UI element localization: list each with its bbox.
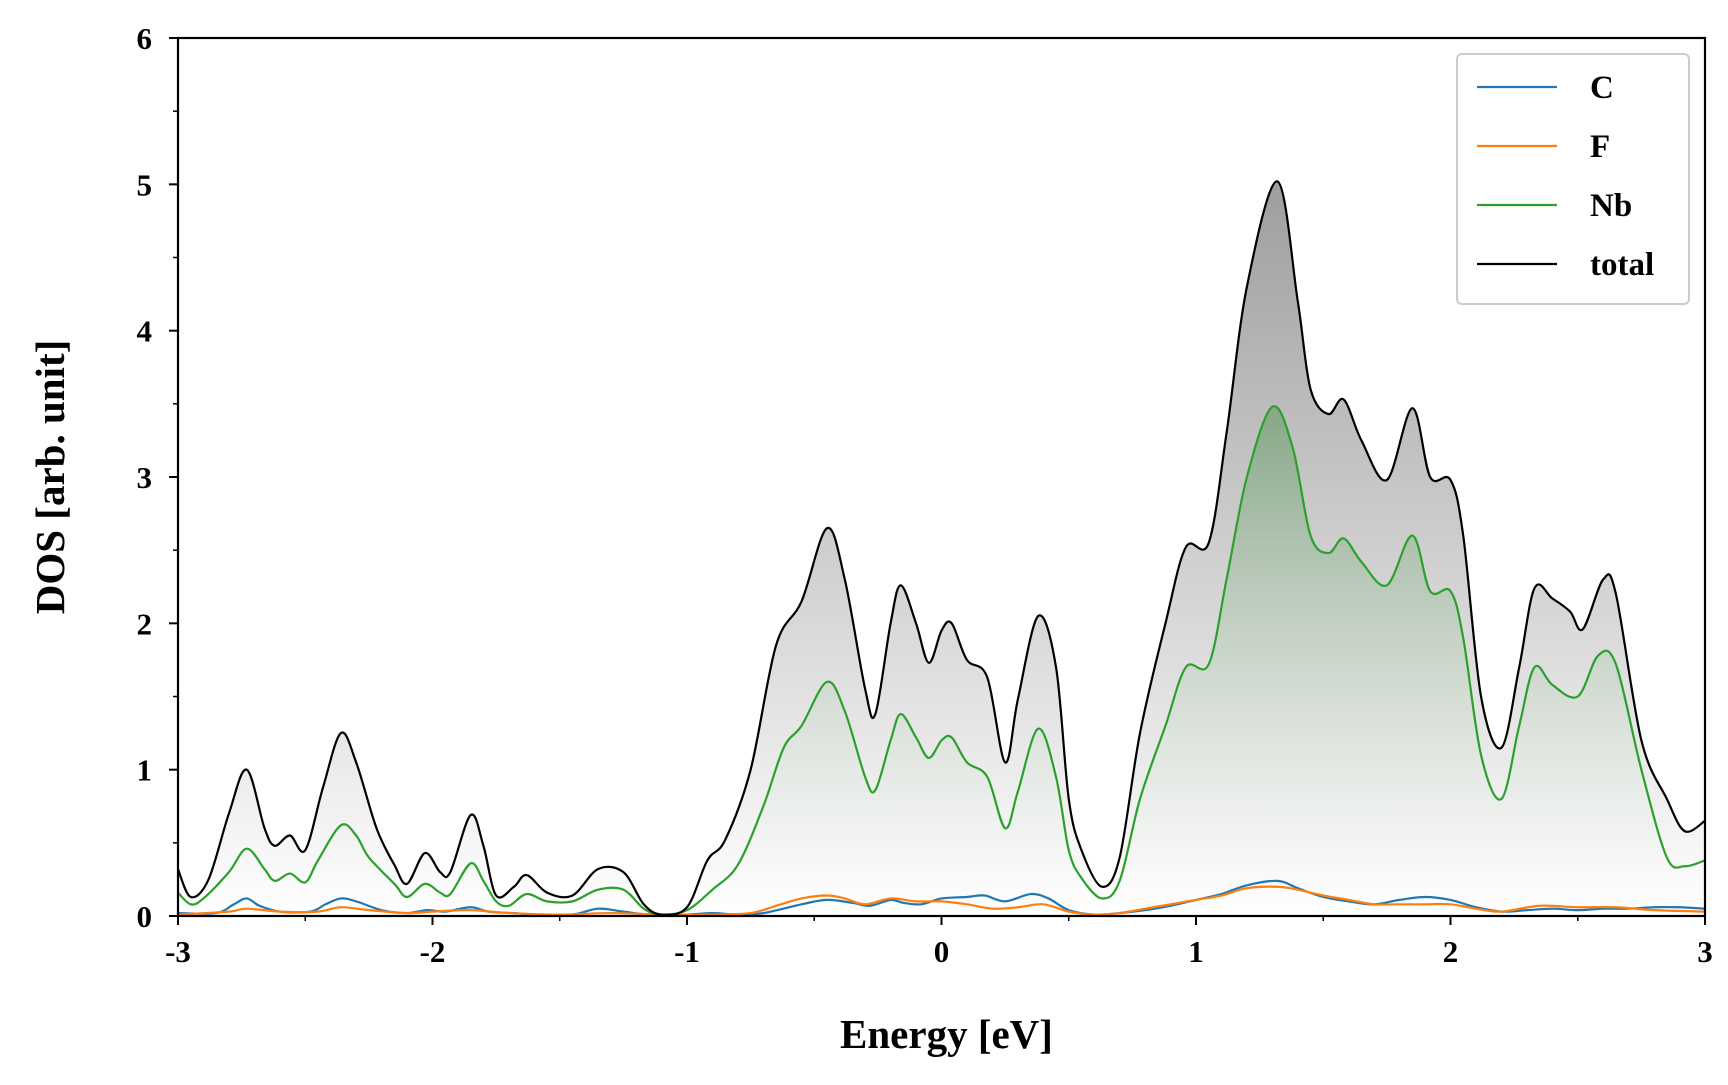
legend-label-c: C bbox=[1590, 70, 1614, 106]
y-tick-label: 4 bbox=[137, 314, 153, 349]
y-tick-label: 6 bbox=[137, 21, 153, 56]
series-line-nb bbox=[177, 405, 1706, 916]
x-tick-label: 1 bbox=[1188, 934, 1204, 969]
legend-label-nb: Nb bbox=[1590, 188, 1632, 224]
y-tick-label: 2 bbox=[137, 606, 153, 641]
legend-label-f: F bbox=[1590, 129, 1610, 165]
axes: -3 -2 -1 0 1 2 3 0 1 2 3 4 5 6 Energy [eV] DOS [arb. un… bbox=[27, 21, 1713, 1057]
y-tick-label: 5 bbox=[137, 167, 153, 202]
x-tick-label: -1 bbox=[674, 934, 700, 969]
legend-box bbox=[1456, 53, 1690, 305]
y-tick-label: 3 bbox=[137, 460, 153, 495]
plot-area bbox=[176, 180, 1706, 917]
series-line-total bbox=[176, 180, 1706, 916]
y-axis-title: DOS [arb. unit] bbox=[27, 340, 73, 615]
series-line-f bbox=[177, 885, 1706, 916]
area-fill-nb bbox=[178, 406, 1705, 916]
x-tick-label: 3 bbox=[1697, 934, 1713, 969]
x-tick-label: 2 bbox=[1443, 934, 1459, 969]
x-tick-label: 0 bbox=[934, 934, 950, 969]
y-tick-label: 1 bbox=[137, 753, 153, 788]
x-axis-title: Energy [eV] bbox=[840, 1011, 1053, 1057]
y-tick-label: 0 bbox=[137, 899, 153, 934]
x-tick-label: -3 bbox=[165, 934, 191, 969]
x-tick-label: -2 bbox=[420, 934, 446, 969]
legend-label-total: total bbox=[1590, 247, 1654, 283]
legend: CF Nb total bbox=[1456, 53, 1690, 305]
